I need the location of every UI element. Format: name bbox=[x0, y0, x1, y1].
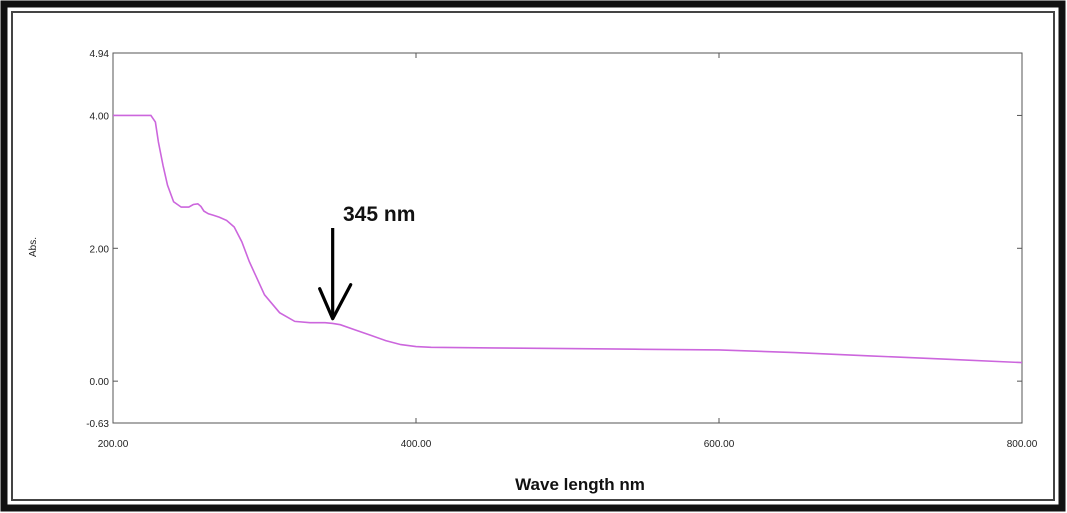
y-tick-label: 4.94 bbox=[90, 49, 110, 60]
x-tick-label: 800.00 bbox=[1007, 439, 1038, 450]
annotation-arrow-head bbox=[318, 283, 353, 321]
y-tick-label: 4.00 bbox=[90, 111, 110, 122]
y-axis-title: Abs. bbox=[28, 237, 39, 257]
absorbance-series-line bbox=[113, 114, 1023, 364]
frame-border-inner bbox=[11, 11, 1055, 501]
x-tick-label: 600.00 bbox=[704, 439, 735, 450]
y-tick-label: 2.00 bbox=[90, 244, 110, 255]
x-tick-label: 400.00 bbox=[401, 439, 432, 450]
annotation-label: 345 nm bbox=[343, 203, 415, 226]
y-tick-label: -0.63 bbox=[86, 419, 109, 430]
tick-labels: 200.00 400.00 600.00 800.00 -0.63 0.00 2.00 4.0… bbox=[86, 49, 1038, 450]
peak-annotation: 345 nm bbox=[318, 203, 415, 321]
plot-area bbox=[112, 52, 1023, 424]
x-axis-title: Wave length nm bbox=[515, 475, 645, 494]
y-tick-label: 0.00 bbox=[90, 377, 110, 388]
x-tick-label: 200.00 bbox=[98, 439, 129, 450]
